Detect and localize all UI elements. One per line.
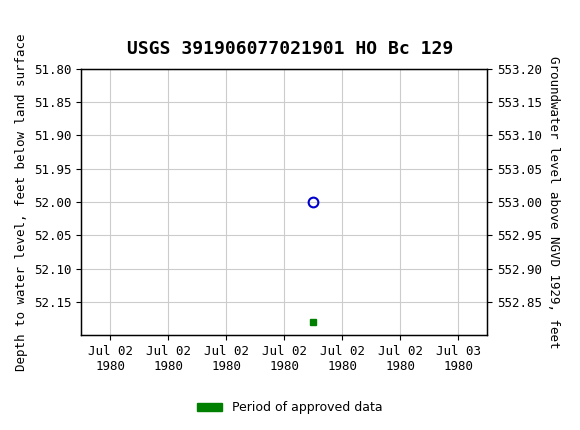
Legend: Period of approved data: Period of approved data	[192, 396, 388, 419]
Y-axis label: Depth to water level, feet below land surface: Depth to water level, feet below land su…	[16, 34, 28, 371]
Text: ≈USGS: ≈USGS	[12, 6, 66, 24]
Text: USGS 391906077021901 HO Bc 129: USGS 391906077021901 HO Bc 129	[127, 40, 453, 58]
Y-axis label: Groundwater level above NGVD 1929, feet: Groundwater level above NGVD 1929, feet	[548, 56, 560, 348]
